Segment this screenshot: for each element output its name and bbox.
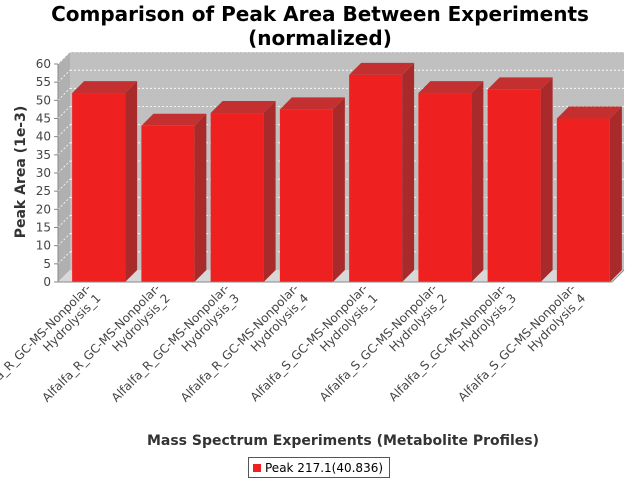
bar bbox=[210, 101, 276, 282]
bar-front bbox=[418, 93, 472, 282]
x-tick-label: Alfalfa_S_GC-MS-Nonpolar-Hydrolysis_1 bbox=[248, 281, 381, 414]
bar-top bbox=[141, 113, 207, 126]
y-tick-label: 0 bbox=[43, 275, 51, 289]
chart-title-line-2: (normalized) bbox=[248, 26, 392, 50]
y-tick-labels: 0 5 10 15 20 25 30 35 40 45 50 55 60 bbox=[36, 57, 58, 289]
x-tick-label: Alfalfa_S_GC-MS-Nonpolar-Hydrolysis_4 bbox=[455, 281, 588, 414]
y-tick-label: 25 bbox=[36, 184, 51, 198]
bar-side bbox=[540, 77, 553, 282]
bar-top bbox=[279, 97, 345, 110]
bar-front bbox=[349, 74, 403, 283]
bars bbox=[72, 62, 622, 283]
y-tick-label: 15 bbox=[36, 221, 51, 235]
bar-side bbox=[263, 101, 276, 282]
bar bbox=[556, 106, 622, 282]
y-tick-label: 40 bbox=[36, 130, 51, 144]
bar-front bbox=[210, 113, 264, 282]
x-axis-label: Mass Spectrum Experiments (Metabolite Pr… bbox=[147, 433, 539, 449]
gridline-left-wall bbox=[57, 215, 71, 228]
bar-top bbox=[349, 62, 415, 75]
y-tick-label: 5 bbox=[43, 257, 51, 271]
bar-side bbox=[402, 62, 415, 283]
y-tick-label: 60 bbox=[36, 57, 51, 71]
x-tick-label: Alfalfa_R_GC-MS-Nonpolar-Hydrolysis_3 bbox=[109, 281, 242, 414]
y-tick-label: 55 bbox=[36, 75, 51, 89]
bar bbox=[141, 113, 207, 283]
bar-front bbox=[487, 89, 541, 282]
gridline-left-wall bbox=[57, 88, 71, 101]
gridline-left-wall bbox=[57, 106, 71, 119]
y-tick-label: 30 bbox=[36, 166, 51, 180]
gridline-left-wall bbox=[57, 178, 71, 192]
y-tick-label: 50 bbox=[36, 93, 51, 107]
chart-title-line-1: Comparison of Peak Area Between Experime… bbox=[51, 2, 589, 26]
bar-side bbox=[332, 97, 345, 283]
bar-side bbox=[471, 81, 484, 282]
gridline-left-wall bbox=[57, 124, 71, 137]
bar-top bbox=[72, 81, 138, 94]
bar-front bbox=[141, 125, 195, 283]
bar-top bbox=[487, 77, 553, 90]
y-axis-label: Peak Area (1e-3) bbox=[13, 106, 29, 239]
gridline-left-wall bbox=[57, 142, 71, 156]
gridline-left-wall bbox=[57, 51, 71, 65]
bar bbox=[418, 81, 484, 282]
bar-front bbox=[556, 118, 610, 282]
y-tick-label: 35 bbox=[36, 148, 51, 162]
bar-top bbox=[210, 101, 276, 114]
bar-top bbox=[556, 106, 622, 119]
gridline-left-wall bbox=[57, 197, 71, 210]
legend-swatch bbox=[253, 463, 261, 472]
y-tick-label: 10 bbox=[36, 239, 51, 253]
y-tick-label: 45 bbox=[36, 112, 51, 126]
x-tick-label: Alfalfa_R_GC-MS-Nonpolar-Hydrolysis_2 bbox=[39, 281, 172, 414]
bar bbox=[279, 97, 345, 283]
x-tick-labels: Alfalfa_R_GC-MS-Nonpolar-Hydrolysis_1Alf… bbox=[0, 281, 588, 414]
x-tick-label: Alfalfa_S_GC-MS-Nonpolar-Hydrolysis_3 bbox=[386, 281, 519, 414]
bar-front bbox=[72, 93, 126, 282]
bar-side bbox=[609, 106, 622, 282]
bar bbox=[349, 62, 415, 283]
bar bbox=[487, 77, 553, 282]
gridline-left-wall bbox=[57, 160, 71, 174]
bar-side bbox=[194, 113, 207, 283]
legend: Peak 217.1(40.836) bbox=[248, 457, 391, 478]
x-tick-label: Alfalfa_S_GC-MS-Nonpolar-Hydrolysis_2 bbox=[317, 281, 450, 414]
floor-edge-line bbox=[611, 269, 625, 283]
legend-label: Peak 217.1(40.836) bbox=[265, 460, 384, 475]
gridline-left-wall bbox=[57, 69, 71, 83]
bar-front bbox=[279, 109, 333, 283]
chart-title: Comparison of Peak Area Between Experime… bbox=[0, 2, 640, 50]
x-tick-label: Alfalfa_R_GC-MS-Nonpolar-Hydrolysis_4 bbox=[178, 281, 311, 414]
bar bbox=[72, 81, 138, 282]
y-tick-label: 20 bbox=[36, 202, 51, 216]
gridline-left-wall bbox=[57, 251, 71, 265]
bar-side bbox=[125, 81, 138, 282]
gridline-left-wall bbox=[57, 233, 71, 246]
bar-top bbox=[418, 81, 484, 94]
